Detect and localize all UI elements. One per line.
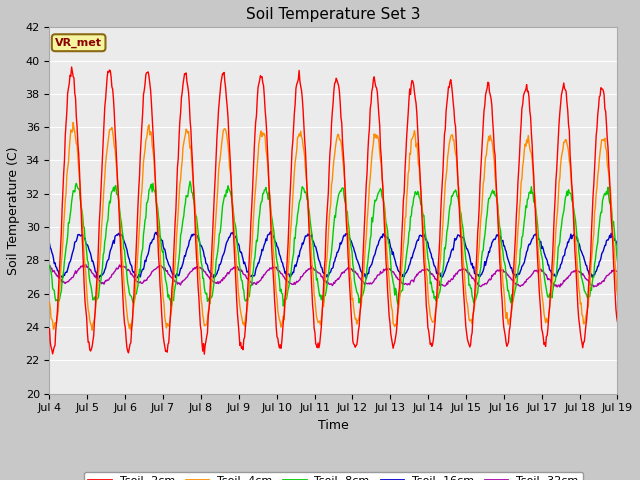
Tsoil -2cm <box>115 206 123 212</box>
Tsoil -4cm <box>404 171 412 177</box>
Tsoil -4cm <box>204 316 211 322</box>
Tsoil -16cm <box>115 230 123 236</box>
Tsoil -2cm <box>173 186 180 192</box>
Tsoil -32cm <box>82 262 90 267</box>
Line: Tsoil -2cm: Tsoil -2cm <box>49 67 618 354</box>
Tsoil -16cm <box>203 261 211 267</box>
Tsoil -4cm <box>421 246 429 252</box>
Tsoil -32cm <box>556 284 564 290</box>
Tsoil -4cm <box>173 221 181 227</box>
Tsoil -4cm <box>45 300 53 305</box>
Tsoil -16cm <box>404 266 412 272</box>
Line: Tsoil -32cm: Tsoil -32cm <box>49 264 618 287</box>
Tsoil -32cm <box>403 282 411 288</box>
X-axis label: Time: Time <box>318 419 349 432</box>
Tsoil -2cm <box>45 326 53 332</box>
Tsoil -8cm <box>186 179 194 184</box>
Tsoil -32cm <box>203 272 211 278</box>
Tsoil -16cm <box>56 275 63 281</box>
Tsoil -4cm <box>69 120 77 125</box>
Tsoil -16cm <box>95 276 102 282</box>
Line: Tsoil -4cm: Tsoil -4cm <box>49 122 618 330</box>
Tsoil -4cm <box>614 293 621 299</box>
Title: Soil Temperature Set 3: Soil Temperature Set 3 <box>246 7 420 22</box>
Tsoil -32cm <box>420 267 428 273</box>
Line: Tsoil -8cm: Tsoil -8cm <box>49 181 618 306</box>
Tsoil -8cm <box>56 296 63 301</box>
Tsoil -32cm <box>614 269 621 275</box>
Tsoil -2cm <box>200 351 208 357</box>
Tsoil -8cm <box>204 299 211 304</box>
Tsoil -8cm <box>45 263 53 268</box>
Tsoil -4cm <box>56 287 63 292</box>
Tsoil -32cm <box>45 262 53 268</box>
Tsoil -2cm <box>56 262 63 268</box>
Legend: Tsoil -2cm, Tsoil -4cm, Tsoil -8cm, Tsoil -16cm, Tsoil -32cm: Tsoil -2cm, Tsoil -4cm, Tsoil -8cm, Tsoi… <box>84 472 583 480</box>
Tsoil -8cm <box>173 274 180 279</box>
Tsoil -8cm <box>404 240 412 246</box>
Tsoil -4cm <box>127 327 134 333</box>
Tsoil -16cm <box>614 243 621 249</box>
Tsoil -2cm <box>204 330 211 336</box>
Tsoil -2cm <box>68 64 76 70</box>
Tsoil -16cm <box>173 271 180 276</box>
Tsoil -2cm <box>404 111 412 117</box>
Text: VR_met: VR_met <box>55 37 102 48</box>
Tsoil -8cm <box>115 192 122 198</box>
Tsoil -8cm <box>421 225 429 231</box>
Tsoil -32cm <box>56 276 63 281</box>
Tsoil -16cm <box>421 234 429 240</box>
Tsoil -32cm <box>115 263 123 269</box>
Tsoil -2cm <box>614 319 621 325</box>
Tsoil -8cm <box>167 303 175 309</box>
Tsoil -32cm <box>173 279 180 285</box>
Tsoil -4cm <box>115 201 123 207</box>
Line: Tsoil -16cm: Tsoil -16cm <box>49 231 618 279</box>
Y-axis label: Soil Temperature (C): Soil Temperature (C) <box>7 146 20 275</box>
Tsoil -8cm <box>614 259 621 264</box>
Tsoil -16cm <box>45 240 53 246</box>
Tsoil -2cm <box>421 270 429 276</box>
Tsoil -16cm <box>267 228 275 234</box>
